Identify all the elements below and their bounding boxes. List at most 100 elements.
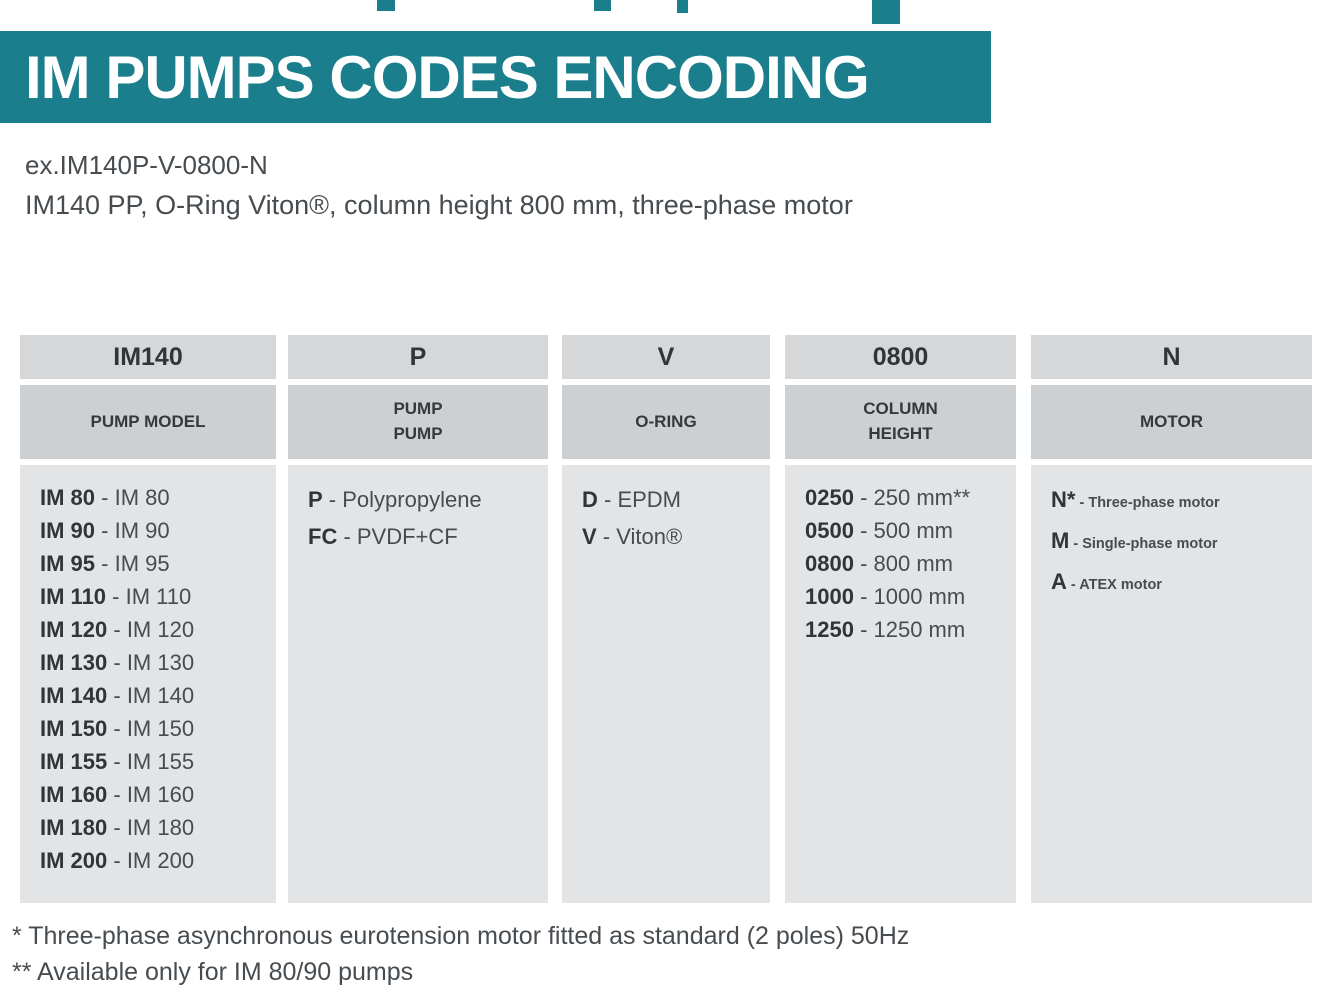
- item-description: - IM 90: [95, 518, 170, 543]
- item-code: IM 130: [40, 650, 108, 675]
- item-description: - IM 95: [95, 551, 170, 576]
- item-code: IM 95: [40, 551, 96, 576]
- code-list-item: P - Polypropylene: [308, 481, 542, 518]
- item-description: - EPDM: [597, 487, 682, 512]
- item-code: IM 200: [40, 848, 108, 873]
- top-edge-fragment: [872, 0, 900, 24]
- code-list-item: 1250 - 1250 mm: [805, 613, 1010, 646]
- column-items: D - EPDM V - Viton®: [562, 465, 770, 903]
- item-description: - ATEX motor: [1066, 577, 1162, 593]
- code-list-item: IM 160 - IM 160: [40, 778, 270, 811]
- example-description: IM140 PP, O-Ring Viton®, column height 8…: [25, 190, 853, 220]
- item-code: D: [582, 487, 598, 512]
- example-block: ex.IM140P-V-0800-N IM140 PP, O-Ring Vito…: [25, 150, 853, 221]
- item-description: - Viton®: [596, 524, 683, 549]
- column-pump-model: IM140 PUMP MODEL IM 80 - IM 80 IM 90 - IM…: [20, 335, 276, 903]
- item-code: IM 160: [40, 782, 108, 807]
- code-list-item: IM 180 - IM 180: [40, 811, 270, 844]
- item-description: - IM 160: [107, 782, 195, 807]
- item-description: - IM 130: [107, 650, 195, 675]
- item-code: IM 80: [40, 485, 96, 510]
- codes-table: IM140 PUMP MODEL IM 80 - IM 80 IM 90 - IM…: [20, 335, 1312, 903]
- code-list-item: D - EPDM: [582, 481, 764, 518]
- code-list-item: IM 95 - IM 95: [40, 547, 270, 580]
- item-description: - IM 200: [107, 848, 195, 873]
- item-description: - Three-phase motor: [1075, 495, 1220, 511]
- code-list-item: M - Single-phase motor: [1051, 522, 1306, 563]
- item-code: 0500: [805, 518, 854, 543]
- item-description: - IM 180: [107, 815, 195, 840]
- code-list-item: V - Viton®: [582, 518, 764, 555]
- code-list-item: IM 155 - IM 155: [40, 745, 270, 778]
- column-column-height: 0800 COLUMN HEIGHT 0250 - 250 mm** 0500 -…: [785, 335, 1016, 903]
- column-motor: N MOTOR N* - Three-phase motor M - Single…: [1031, 335, 1312, 903]
- column-label: PUMP MODEL: [20, 385, 276, 459]
- page-banner: IM PUMPS CODES ENCODING: [0, 31, 991, 123]
- column-label: O-RING: [562, 385, 770, 459]
- footnote-availability: ** Available only for IM 80/90 pumps: [12, 958, 414, 986]
- column-oring: V O-RING D - EPDM V - Viton®: [562, 335, 770, 903]
- code-list-item: IM 90 - IM 90: [40, 514, 270, 547]
- column-items: IM 80 - IM 80 IM 90 - IM 90 IM 95 - IM 95 I…: [20, 465, 276, 903]
- column-items: P - Polypropylene FC - PVDF+CF: [288, 465, 548, 903]
- item-description: - 1000 mm: [853, 584, 966, 609]
- item-code: IM 90: [40, 518, 96, 543]
- top-edge-fragment: [377, 0, 395, 11]
- column-code-header: 0800: [785, 335, 1016, 379]
- column-code-header: IM140: [20, 335, 276, 379]
- column-code-header: V: [562, 335, 770, 379]
- item-description: - 500 mm: [853, 518, 953, 543]
- code-list-item: 0250 - 250 mm**: [805, 481, 1010, 514]
- footnotes: * Three-phase asynchronous eurotension m…: [12, 918, 909, 990]
- item-code: FC: [308, 524, 338, 549]
- item-code: IM 180: [40, 815, 108, 840]
- item-code: IM 110: [40, 584, 107, 609]
- item-code: N*: [1051, 487, 1076, 512]
- item-code: IM 140: [40, 683, 108, 708]
- item-description: - 800 mm: [853, 551, 953, 576]
- code-list-item: A - ATEX motor: [1051, 563, 1306, 604]
- top-edge-fragment: [677, 0, 688, 13]
- item-description: - IM 150: [107, 716, 195, 741]
- top-edge-fragment: [594, 0, 611, 11]
- item-code: IM 155: [40, 749, 108, 774]
- item-code: M: [1051, 528, 1070, 553]
- code-list-item: 0500 - 500 mm: [805, 514, 1010, 547]
- code-list-item: IM 150 - IM 150: [40, 712, 270, 745]
- item-description: - IM 110: [106, 584, 192, 609]
- code-list-item: IM 120 - IM 120: [40, 613, 270, 646]
- item-code: 1250: [805, 617, 854, 642]
- item-code: 0800: [805, 551, 854, 576]
- item-description: - IM 140: [107, 683, 195, 708]
- item-description: - Single-phase motor: [1069, 536, 1218, 552]
- example-code: ex.IM140P-V-0800-N: [25, 150, 268, 180]
- item-code: P: [308, 487, 323, 512]
- code-list-item: IM 80 - IM 80: [40, 481, 270, 514]
- item-code: IM 120: [40, 617, 108, 642]
- item-code: IM 150: [40, 716, 108, 741]
- item-description: - IM 120: [107, 617, 195, 642]
- column-items: 0250 - 250 mm** 0500 - 500 mm 0800 - 800 m…: [785, 465, 1016, 903]
- item-code: A: [1051, 569, 1067, 594]
- item-description: - 1250 mm: [853, 617, 966, 642]
- code-list-item: IM 110 - IM 110: [40, 580, 270, 613]
- item-description: - Polypropylene: [322, 487, 482, 512]
- code-list-item: IM 200 - IM 200: [40, 844, 270, 877]
- item-code: 0250: [805, 485, 854, 510]
- footnote-three-phase: * Three-phase asynchronous eurotension m…: [12, 922, 910, 950]
- item-description: - IM 155: [107, 749, 195, 774]
- page-title: IM PUMPS CODES ENCODING: [25, 43, 870, 111]
- code-list-item: IM 140 - IM 140: [40, 679, 270, 712]
- column-items: N* - Three-phase motor M - Single-phase m…: [1031, 465, 1312, 903]
- code-list-item: 1000 - 1000 mm: [805, 580, 1010, 613]
- column-code-header: N: [1031, 335, 1312, 379]
- column-pump-material: P PUMP PUMP P - Polypropylene FC - PVDF+C…: [288, 335, 548, 903]
- code-list-item: IM 130 - IM 130: [40, 646, 270, 679]
- item-code: 1000: [805, 584, 854, 609]
- item-description: - IM 80: [95, 485, 170, 510]
- code-list-item: 0800 - 800 mm: [805, 547, 1010, 580]
- column-code-header: P: [288, 335, 548, 379]
- code-list-item: FC - PVDF+CF: [308, 518, 542, 555]
- column-label: PUMP PUMP: [288, 385, 548, 459]
- code-list-item: N* - Three-phase motor: [1051, 481, 1306, 522]
